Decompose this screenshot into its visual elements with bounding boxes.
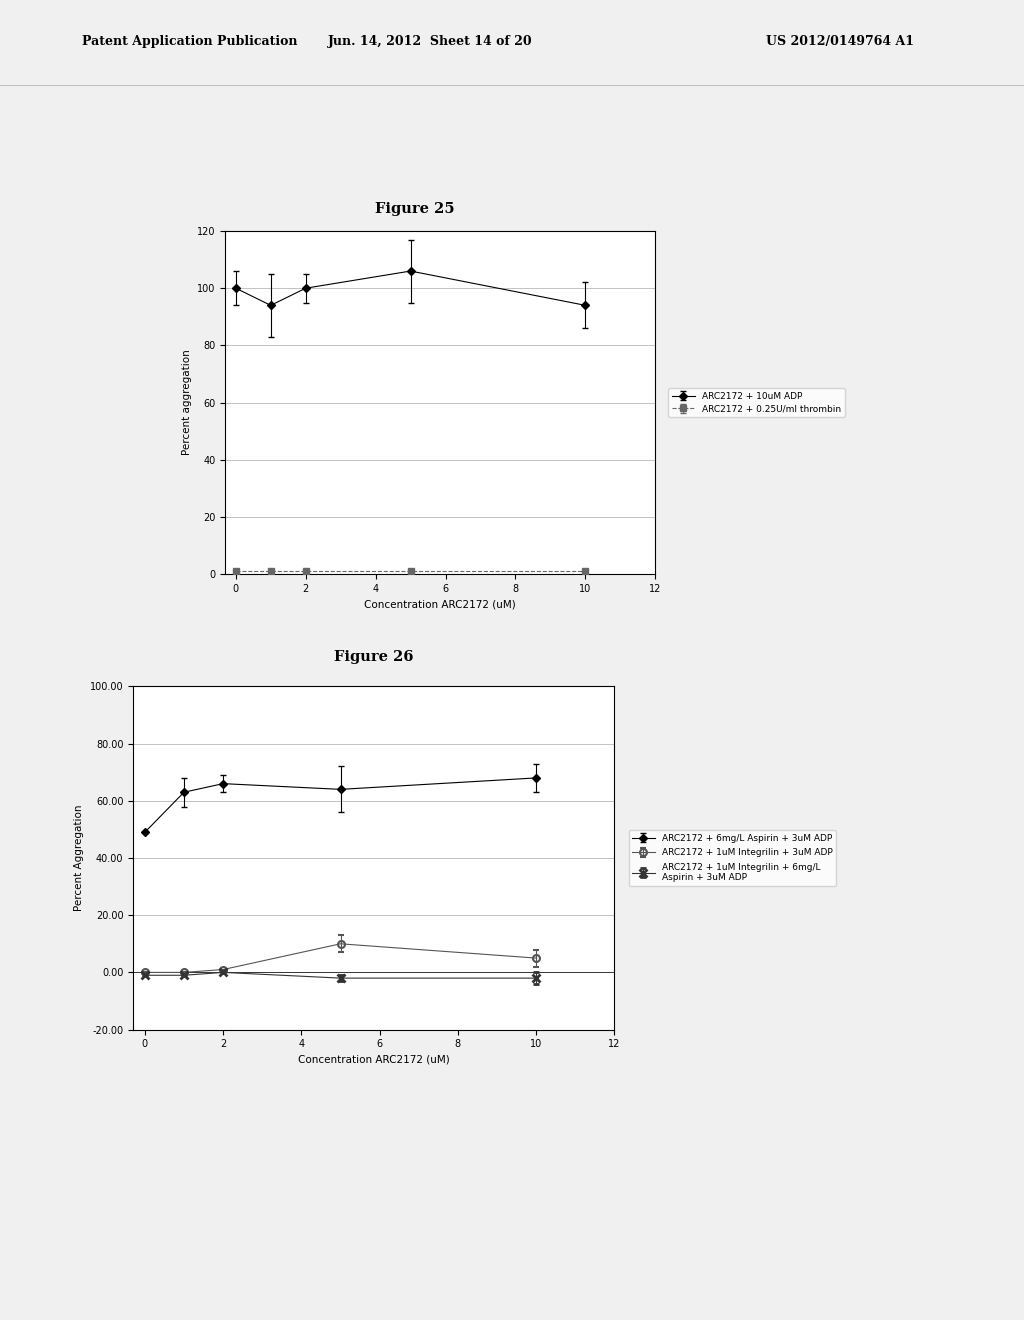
Text: Figure 25: Figure 25 bbox=[375, 202, 455, 216]
X-axis label: Concentration ARC2172 (uM): Concentration ARC2172 (uM) bbox=[365, 599, 516, 610]
Text: Jun. 14, 2012  Sheet 14 of 20: Jun. 14, 2012 Sheet 14 of 20 bbox=[328, 34, 532, 48]
Text: Patent Application Publication: Patent Application Publication bbox=[82, 34, 297, 48]
Legend: ARC2172 + 6mg/L Aspirin + 3uM ADP, ARC2172 + 1uM Integrilin + 3uM ADP, ARC2172 +: ARC2172 + 6mg/L Aspirin + 3uM ADP, ARC21… bbox=[629, 830, 837, 886]
Y-axis label: Percent Aggregation: Percent Aggregation bbox=[74, 805, 84, 911]
Y-axis label: Percent aggregation: Percent aggregation bbox=[181, 350, 191, 455]
Text: US 2012/0149764 A1: US 2012/0149764 A1 bbox=[766, 34, 913, 48]
X-axis label: Concentration ARC2172 (uM): Concentration ARC2172 (uM) bbox=[298, 1055, 450, 1065]
Text: Figure 26: Figure 26 bbox=[334, 649, 414, 664]
Legend: ARC2172 + 10uM ADP, ARC2172 + 0.25U/ml thrombin: ARC2172 + 10uM ADP, ARC2172 + 0.25U/ml t… bbox=[669, 388, 845, 417]
